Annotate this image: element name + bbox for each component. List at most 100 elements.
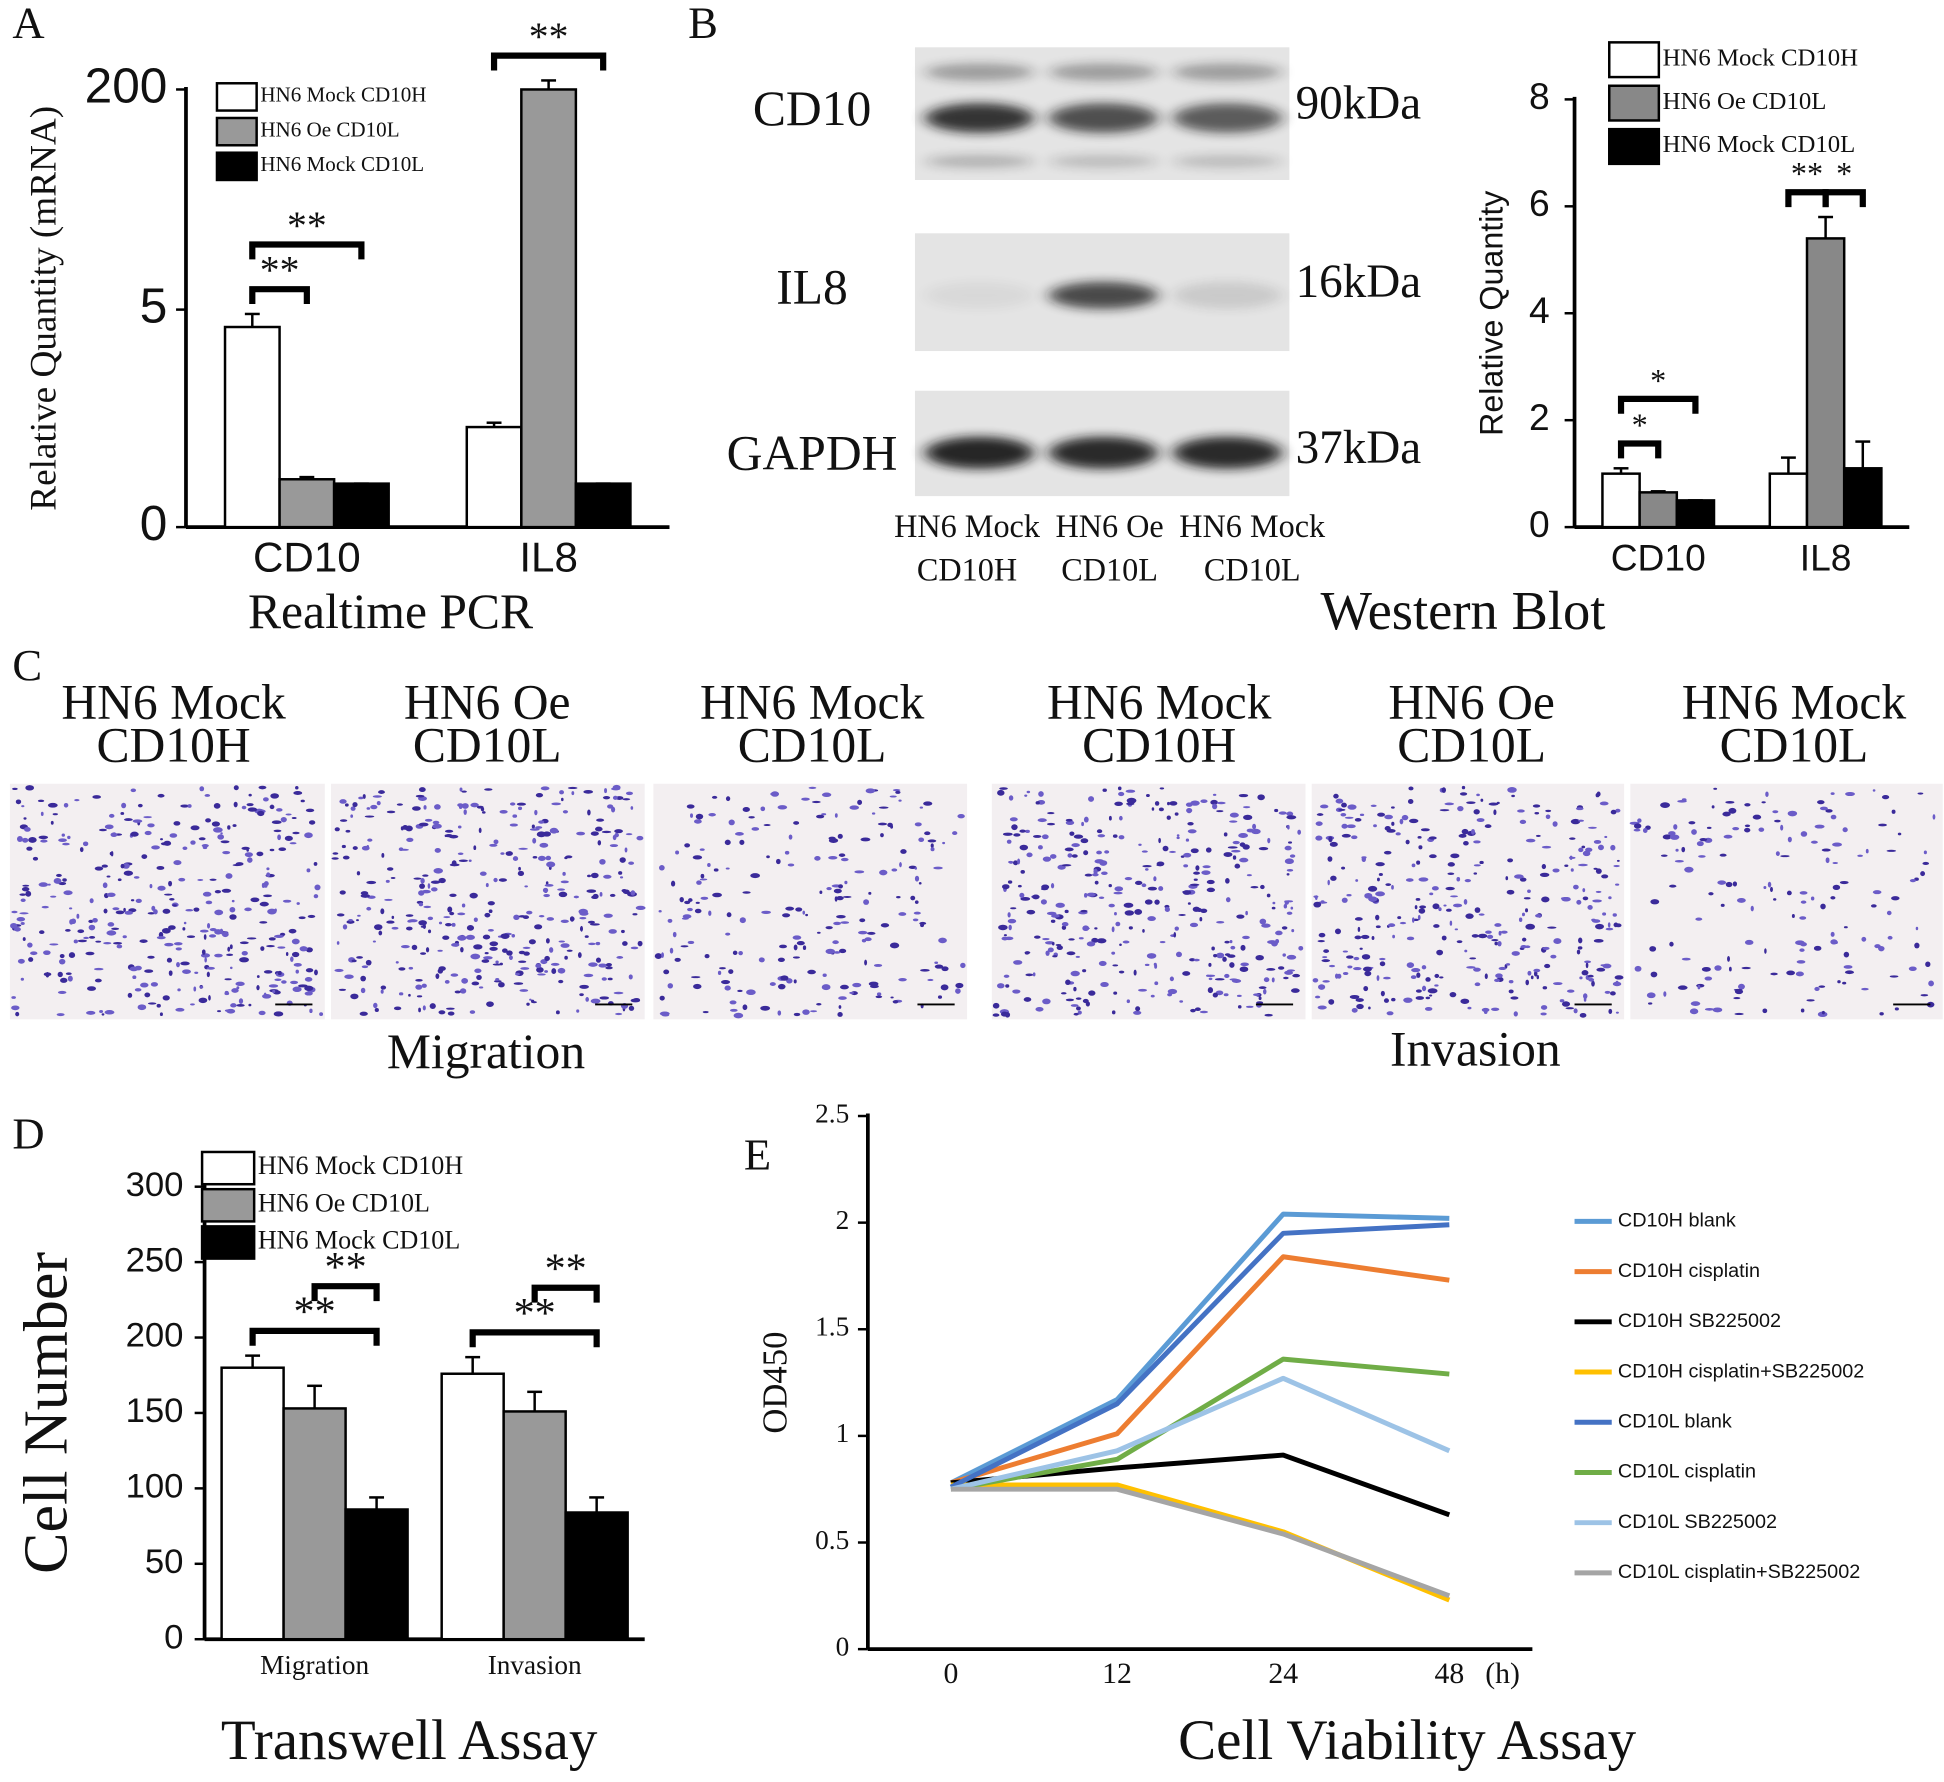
- stained-cell: [1383, 976, 1391, 980]
- stained-cell: [505, 851, 513, 856]
- stained-cell: [1020, 896, 1031, 901]
- stained-cell: [28, 837, 37, 843]
- stained-cell: [113, 942, 123, 945]
- stained-cell: [304, 991, 313, 996]
- stained-cell: [498, 981, 505, 988]
- stained-cell: [68, 952, 76, 959]
- stained-cell: [564, 955, 568, 960]
- stained-cell: [1327, 856, 1333, 862]
- stained-cell: [538, 820, 545, 824]
- stained-cell: [239, 957, 249, 963]
- stained-cell: [1463, 898, 1468, 905]
- stained-cell: [1421, 965, 1427, 970]
- stained-cell: [1405, 839, 1410, 845]
- stained-cell: [444, 979, 450, 984]
- stained-cell: [1763, 885, 1767, 890]
- stained-cell: [395, 961, 399, 964]
- stained-cell: [1206, 879, 1215, 885]
- stained-cell: [1722, 811, 1731, 817]
- stained-cell: [955, 988, 961, 994]
- bar: [440, 1372, 505, 1641]
- stained-cell: [517, 870, 525, 877]
- stained-cell: [545, 881, 549, 885]
- micrograph: [1630, 783, 1943, 1020]
- stained-cell: [43, 950, 51, 956]
- stained-cell: [1421, 985, 1427, 992]
- stained-cell: [334, 827, 340, 832]
- stained-cell: [62, 842, 70, 846]
- stained-cell: [164, 942, 174, 947]
- stained-cell: [1925, 961, 1931, 968]
- stained-cell: [1565, 1007, 1575, 1010]
- stained-cell: [1271, 940, 1278, 947]
- stained-cell: [156, 1003, 161, 1008]
- stained-cell: [1713, 787, 1718, 790]
- stained-cell: [1240, 944, 1246, 951]
- stained-cell: [209, 928, 217, 932]
- stained-cell: [1447, 872, 1455, 876]
- image-header: HN6 Oe: [404, 674, 571, 729]
- stained-cell: [122, 935, 127, 939]
- stained-cell: [176, 962, 180, 968]
- stained-cell: [1411, 917, 1415, 923]
- stained-cell: [63, 803, 69, 808]
- stained-cell: [273, 829, 282, 833]
- stained-cell: [149, 884, 153, 889]
- stained-cell: [1037, 818, 1047, 823]
- stained-cell: [1865, 848, 1869, 854]
- stained-cell: [378, 790, 385, 794]
- stained-cell: [478, 986, 484, 989]
- stained-cell: [144, 992, 151, 998]
- stained-cell: [463, 809, 467, 815]
- stained-cell: [890, 996, 894, 999]
- panel-letter: C: [12, 640, 42, 690]
- stained-cell: [1065, 820, 1075, 825]
- stained-cell: [777, 805, 788, 810]
- stained-cell: [780, 975, 789, 981]
- stained-cell: [378, 930, 383, 936]
- stained-cell: [271, 820, 282, 825]
- stained-cell: [396, 803, 403, 806]
- stained-cell: [415, 978, 423, 982]
- stained-cell: [248, 793, 252, 797]
- stained-cell: [1843, 926, 1848, 929]
- stained-cell: [810, 1010, 818, 1013]
- stained-cell: [451, 860, 457, 867]
- stained-cell: [1814, 824, 1825, 829]
- stained-cell: [923, 801, 933, 806]
- panel-letter: A: [12, 0, 44, 48]
- stained-cell: [1480, 798, 1484, 802]
- stained-cell: [579, 984, 589, 989]
- stained-cell: [1767, 881, 1772, 888]
- stained-cell: [1915, 926, 1919, 931]
- stained-cell: [672, 931, 677, 938]
- stained-cell: [1439, 976, 1444, 979]
- stained-cell: [232, 864, 242, 867]
- stained-cell: [1576, 899, 1582, 905]
- stained-cell: [1271, 977, 1275, 983]
- stained-cell: [1290, 906, 1294, 910]
- stained-cell: [1431, 886, 1439, 891]
- stained-cell: [461, 978, 469, 984]
- stained-cell: [603, 874, 612, 879]
- stained-cell: [1223, 993, 1229, 997]
- stained-cell: [1668, 831, 1676, 836]
- stained-cell: [613, 991, 624, 995]
- stained-cell: [1038, 791, 1044, 797]
- stained-cell: [1830, 814, 1837, 820]
- stained-cell: [1508, 989, 1514, 994]
- stained-cell: [889, 795, 897, 798]
- stained-cell: [1569, 837, 1576, 840]
- stained-cell: [1378, 873, 1383, 877]
- bar: [1675, 499, 1716, 529]
- stained-cell: [1733, 997, 1741, 1000]
- stained-cell: [166, 957, 173, 963]
- stained-cell: [1612, 981, 1622, 987]
- stained-cell: [1009, 860, 1014, 864]
- stained-cell: [1017, 884, 1022, 888]
- stained-cell: [124, 910, 133, 915]
- stained-cell: [437, 968, 444, 974]
- stained-cell: [83, 936, 89, 940]
- stained-cell: [1787, 836, 1792, 843]
- stained-cell: [526, 910, 533, 915]
